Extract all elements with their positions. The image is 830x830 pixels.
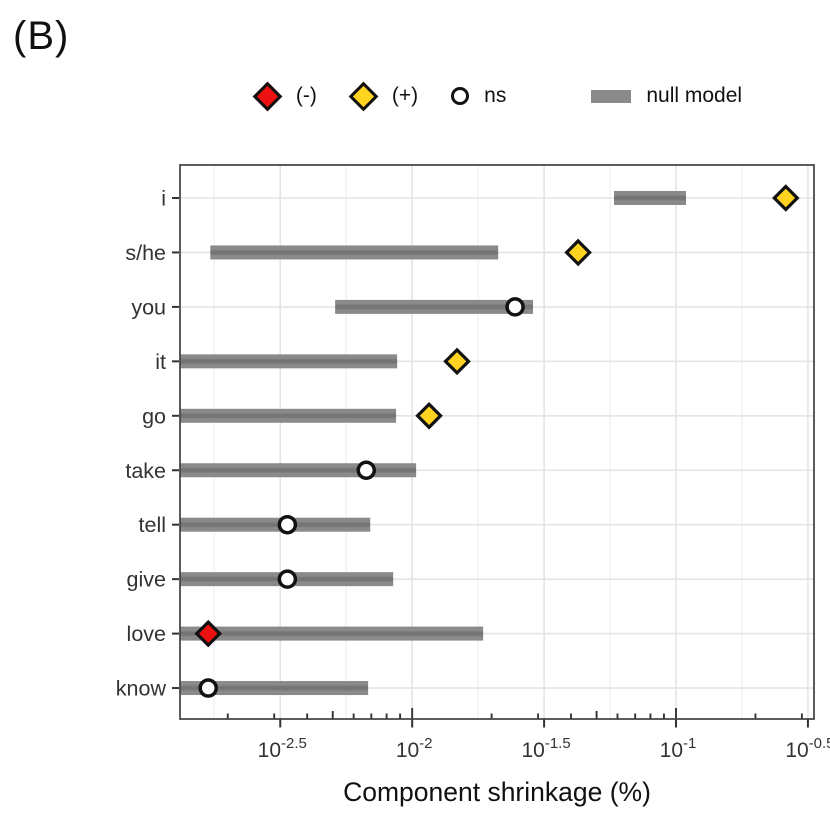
legend-label-null-model: null model	[646, 84, 743, 107]
y-category-label: go	[142, 404, 166, 428]
point-marker-positive	[564, 238, 592, 267]
red-diamond-icon	[252, 81, 283, 111]
null-range-bar	[210, 245, 499, 260]
null-range-bar	[180, 408, 397, 423]
x-tick-label: 10-1	[660, 735, 697, 762]
x-tick-label: 10-2	[396, 735, 433, 762]
null-range-bar	[335, 299, 534, 314]
y-category-label: give	[127, 568, 166, 592]
y-category-label: love	[127, 622, 166, 646]
x-tick-label: 10-1.5	[521, 735, 570, 762]
panel-label: (B)	[13, 14, 70, 58]
null-range-bar	[180, 463, 417, 478]
null-range-bar	[180, 626, 484, 641]
point-marker-ns	[356, 460, 377, 480]
null-range-bar	[180, 681, 369, 696]
y-category-label: you	[131, 295, 166, 319]
point-marker-positive	[415, 402, 443, 430]
point-marker-ns	[277, 569, 298, 589]
y-category-label: tell	[139, 513, 166, 537]
x-axis-title: Component shrinkage (%)	[343, 777, 651, 807]
y-category-label: it	[155, 350, 166, 374]
point-marker-positive	[443, 347, 471, 376]
gray-bar-icon	[591, 89, 632, 103]
legend-item-null-model: null model	[591, 84, 742, 108]
null-range-bar	[180, 354, 398, 369]
point-marker-ns	[505, 297, 525, 317]
y-category-label: s/he	[125, 241, 166, 265]
open-circle-icon	[451, 87, 470, 105]
legend-label-positive: (+)	[391, 84, 419, 107]
legend-item-negative: (-)	[252, 81, 317, 111]
point-marker-negative	[194, 619, 222, 648]
legend-label-ns: ns	[484, 84, 507, 107]
null-range-bar	[614, 191, 687, 205]
y-category-label: know	[116, 677, 167, 701]
point-marker-ns	[198, 678, 218, 698]
legend-item-ns: ns	[451, 84, 506, 108]
x-tick-label: 10-0.5	[785, 735, 830, 762]
point-marker-ns	[277, 514, 298, 535]
legend-label-negative: (-)	[295, 84, 317, 107]
x-tick-label: 10-2.5	[258, 735, 307, 762]
y-category-label: i	[161, 187, 166, 211]
legend-item-positive: (+)	[348, 81, 419, 111]
point-marker-positive	[772, 184, 800, 212]
panel-border	[179, 164, 815, 720]
y-category-label: take	[125, 459, 166, 483]
legend: (-) (+) ns null model	[178, 76, 818, 116]
null-range-bar	[180, 517, 371, 532]
yellow-diamond-icon	[348, 81, 379, 111]
